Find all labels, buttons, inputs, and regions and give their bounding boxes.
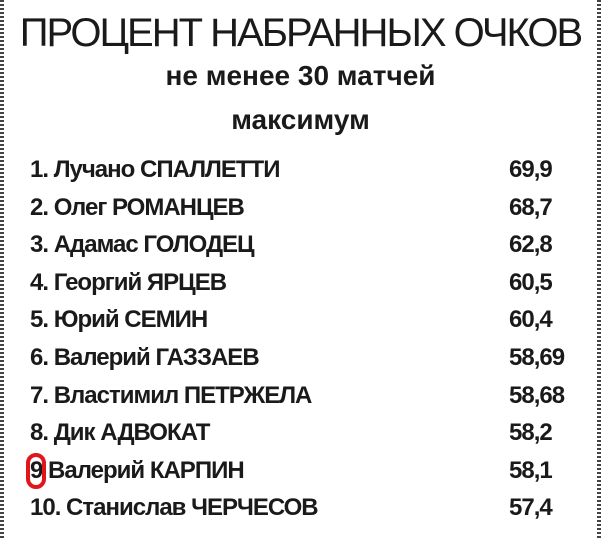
- percent-value: 68,7: [509, 193, 553, 221]
- coach-name: 6. Валерий ГАЗЗАЕВ: [30, 344, 260, 372]
- name-text: Валерий ГАЗЗАЕВ: [53, 344, 260, 371]
- rank-number: 6.: [30, 344, 49, 371]
- rank-number: 10.: [30, 494, 61, 522]
- rank-number: 4.: [30, 268, 49, 296]
- percent-value: 58,69: [509, 344, 565, 371]
- coach-name: 8. Дик АДВОКАТ: [30, 419, 211, 447]
- list-item: 2. Олег РОМАНЦЕВ 68,7: [10, 194, 591, 230]
- coach-name: 7. Властимил ПЕТРЖЕЛА: [30, 381, 313, 410]
- name-text: Георгий ЯРЦЕВ: [53, 268, 227, 296]
- name-text: Адамас ГОЛОДЕЦ: [53, 231, 255, 259]
- dotted-border-left: [0, 0, 4, 538]
- coach-name: 4. Георгий ЯРЦЕВ: [30, 268, 227, 297]
- percent-value: 62,8: [509, 231, 553, 259]
- percent-value: 60,5: [509, 268, 553, 296]
- list-item: 8. Дик АДВОКАТ 58,2: [10, 419, 591, 455]
- name-text: Лучано СПАЛЛЕТТИ: [53, 156, 281, 183]
- name-text: Дик АДВОКАТ: [53, 419, 211, 447]
- coach-name: 3. Адамас ГОЛОДЕЦ: [30, 231, 255, 259]
- name-text: Валерий КАРПИН: [48, 456, 245, 484]
- coach-name: 9 Валерий КАРПИН: [25, 452, 245, 489]
- coach-name: 10. Станислав ЧЕРЧЕСОВ: [30, 494, 319, 522]
- rank-number: 5.: [30, 306, 49, 334]
- subtitle: не менее 30 матчей: [165, 60, 436, 91]
- list-item: 4. Георгий ЯРЦЕВ 60,5: [10, 269, 591, 305]
- list-item: 1. Лучано СПАЛЛЕТТИ 69,9: [10, 156, 591, 192]
- coach-name: 5. Юрий СЕМИН: [30, 306, 208, 334]
- list-item: 9 Валерий КАРПИН 58,1: [10, 452, 591, 493]
- coach-name: 2. Олег РОМАНЦЕВ: [30, 193, 245, 222]
- list-item: 6. Валерий ГАЗЗАЕВ 58,69: [10, 344, 591, 380]
- percent-value: 58,68: [509, 381, 565, 409]
- subtitle-2: максимум: [231, 104, 370, 135]
- percent-value: 57,4: [509, 494, 553, 522]
- name-text: Властимил ПЕТРЖЕЛА: [53, 381, 313, 409]
- percent-value: 58,1: [509, 456, 553, 484]
- list-item: 7. Властимил ПЕТРЖЕЛА 58,68: [10, 382, 591, 418]
- dotted-border-right: [597, 0, 601, 538]
- rank-number: 9: [25, 452, 47, 489]
- page-title: ПРОЦЕНТ НАБРАННЫХ ОЧКОВ: [19, 11, 583, 55]
- percent-value: 60,4: [509, 306, 553, 334]
- rank-number: 2.: [30, 193, 49, 221]
- percent-value: 69,9: [509, 156, 553, 183]
- name-text: Юрий СЕМИН: [53, 306, 208, 334]
- coach-name: 1. Лучано СПАЛЛЕТТИ: [30, 156, 281, 184]
- rank-number: 7.: [30, 381, 49, 409]
- name-text: Олег РОМАНЦЕВ: [53, 193, 245, 221]
- rank-number: 1.: [30, 156, 49, 183]
- list-item: 3. Адамас ГОЛОДЕЦ 62,8: [10, 231, 591, 267]
- list-item: 5. Юрий СЕМИН 60,4: [10, 306, 591, 342]
- percent-value: 58,2: [509, 419, 553, 447]
- rank-number: 3.: [30, 231, 49, 259]
- list-item: 10. Станислав ЧЕРЧЕСОВ 57,4: [10, 494, 591, 530]
- rank-number: 8.: [30, 419, 49, 447]
- name-text: Станислав ЧЕРЧЕСОВ: [66, 494, 319, 522]
